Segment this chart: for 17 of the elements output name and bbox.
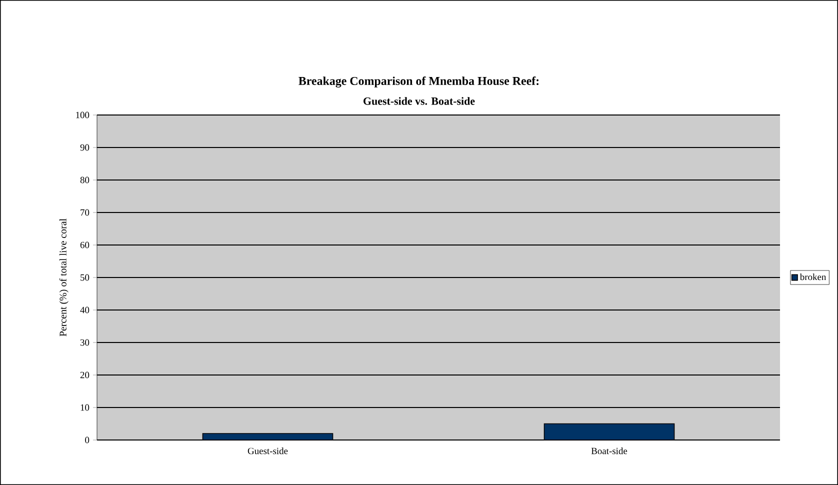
y-tick-label: 0 [85, 436, 90, 444]
legend-label: broken [800, 273, 826, 280]
chart-subtitle: Guest-side vs. Boat-side [364, 97, 475, 105]
y-axis-title: Percent (%) of total live coral [59, 218, 68, 336]
x-tick-label: Boat-side [591, 448, 628, 454]
y-tick-label: 10 [80, 404, 90, 411]
y-tick-label: 70 [80, 209, 90, 216]
x-tick-label: Guest-side [248, 448, 288, 454]
chart-title: Breakage Comparison of Mnemba House Reef: [298, 76, 539, 88]
y-tick-label: 30 [80, 339, 90, 346]
y-tick-label: 20 [80, 372, 90, 378]
y-tick-label: 80 [80, 176, 90, 184]
y-tick-label: 90 [80, 144, 90, 151]
y-tick-label: 40 [80, 306, 90, 314]
y-tick-label: 60 [80, 242, 90, 248]
y-tick-label: 100 [76, 112, 90, 118]
y-tick-label: 50 [80, 274, 90, 281]
